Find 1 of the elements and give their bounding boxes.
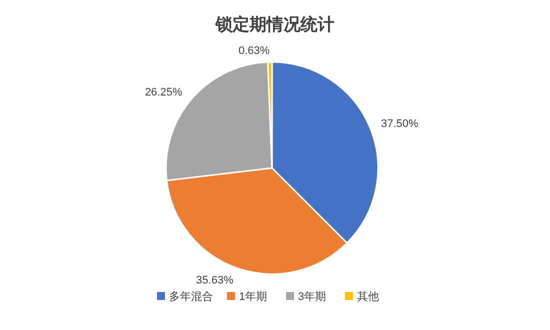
title: 锁定期情况统计 [216, 15, 334, 34]
